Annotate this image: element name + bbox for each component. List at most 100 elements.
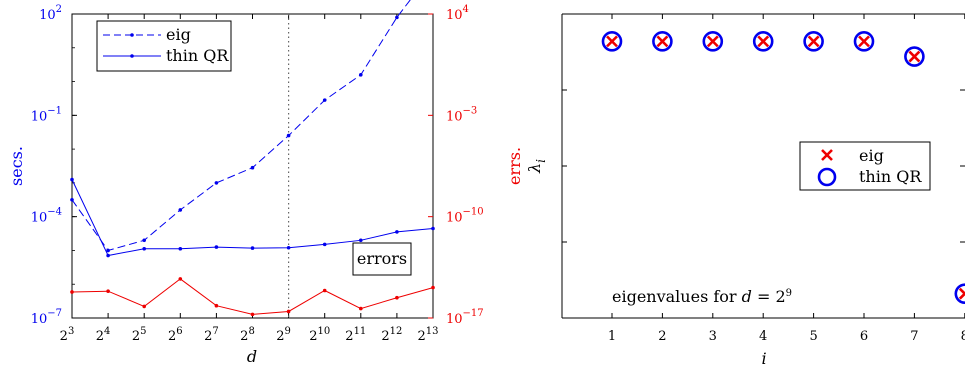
tick-base: 10 [446,312,463,327]
tick-exp: 12 [390,326,403,337]
timing-x-tick-label: 24 [96,326,111,344]
eig-legend: eig thin QR [800,142,930,190]
eig-cross-marker [657,36,667,46]
errors-annotation: errors [357,249,407,268]
tick-exp: −4 [47,207,62,218]
legend-thinqr-text: thin QR [859,167,922,186]
timing-y-left-label: secs. [7,146,26,186]
tick-exp: 13 [426,326,439,337]
tick-exp: −10 [463,207,484,218]
series-point-errors [106,289,110,293]
timing-x-tick-label: 211 [345,326,366,344]
tick-base: 2 [345,329,353,344]
timing-x-tick-label: 27 [204,326,219,344]
timing-x-tick-label: 212 [381,326,402,344]
series-point-thin-qr [142,247,146,251]
eig-x-tick-label: 5 [809,329,817,344]
series-point-errors [215,304,219,308]
series-line-errors [72,279,433,314]
series-point-eig [179,208,183,212]
tick-base: 2 [132,329,140,344]
series-point-eig [359,73,363,77]
tick-base: 10 [446,109,463,124]
series-point-thin-qr [106,254,110,258]
tick-exp: 5 [140,326,146,337]
timing-x-tick-label: 213 [417,326,438,344]
eig-cross-marker [909,52,919,62]
timing-y-right-label: errs. [505,147,524,185]
eig-x-tick-label: 2 [658,329,666,344]
timing-x-tick-label: 25 [132,326,147,344]
series-point-errors [142,305,146,309]
timing-x-tick-label: 26 [168,326,183,344]
annotation-prefix: eigenvalues for [612,287,742,306]
series-point-eig [142,239,146,243]
tick-base: 2 [204,329,212,344]
tick-base: 10 [39,8,56,23]
legend-thinqr-marker [130,54,134,58]
tick-base: 10 [31,211,48,226]
timing-x-tick-label: 28 [240,326,255,344]
tick-exp: 11 [354,326,367,337]
tick-base: 10 [446,211,463,226]
eig-cross-marker [758,36,768,46]
series-point-thin-qr [179,247,183,251]
legend-eig-label: eig [166,25,191,44]
series-point-errors [70,290,74,294]
tick-base: 2 [168,329,176,344]
series-point-errors [359,307,363,311]
eig-cross-marker [607,36,617,46]
tick-base: 2 [240,329,248,344]
tick-exp: 4 [104,326,110,337]
tick-exp: 9 [285,326,291,337]
eig-x-tick-label: 4 [759,329,767,344]
timing-y-left-tick-label: 10−1 [31,105,62,124]
timing-x-label: d [247,347,257,366]
series-point-thin-qr [359,239,363,243]
eig-x-tick-label: 6 [860,329,868,344]
timing-y-right-tick-label: 10−3 [446,105,477,124]
annotation-exp: 9 [786,288,792,299]
series-point-errors [323,289,327,293]
eig-x-tick-label: 7 [910,329,918,344]
legend-eig-text: eig [859,146,884,165]
tick-base: 2 [417,329,425,344]
series-point-thin-qr [251,246,255,250]
series-point-errors [179,277,183,281]
series-point-eig [251,166,255,170]
series-point-thin-qr [431,227,435,231]
tick-base: 10 [31,109,48,124]
legend-thinqr-label: thin QR [166,46,229,65]
eig-x-label: i [761,349,766,368]
series-point-eig [323,98,327,102]
tick-exp: 6 [176,326,182,337]
timing-y-left-tick-label: 10−7 [31,308,62,327]
eigenvalue-annotation: eigenvalues for d = 29 [612,287,792,306]
tick-base: 2 [276,329,284,344]
tick-exp: 3 [68,326,74,337]
eig-x-tick-label: 8 [961,329,965,344]
eigenvalue-chart: 12345678 eig thin QR eigenvalues for d =… [525,14,965,368]
tick-base: 2 [60,329,68,344]
eig-cross-marker [960,289,965,299]
tick-exp: −7 [47,308,62,319]
tick-base: 10 [31,312,48,327]
series-point-errors [251,313,255,317]
series-point-eig [287,134,291,138]
timing-y-left-tick-label: 102 [39,4,62,23]
tick-exp: −17 [463,308,484,319]
eig-cross-marker [859,36,869,46]
eig-x-tick-label: 3 [709,329,717,344]
timing-y-right-tick-label: 104 [446,4,469,23]
series-point-thin-qr [287,246,291,250]
tick-exp: 8 [248,326,254,337]
tick-exp: 10 [317,326,330,337]
tick-exp: 4 [463,4,469,15]
tick-base: 2 [96,329,104,344]
annotation-eq: = 2 [752,287,786,306]
tick-exp: 2 [56,4,62,15]
tick-base: 2 [381,329,389,344]
